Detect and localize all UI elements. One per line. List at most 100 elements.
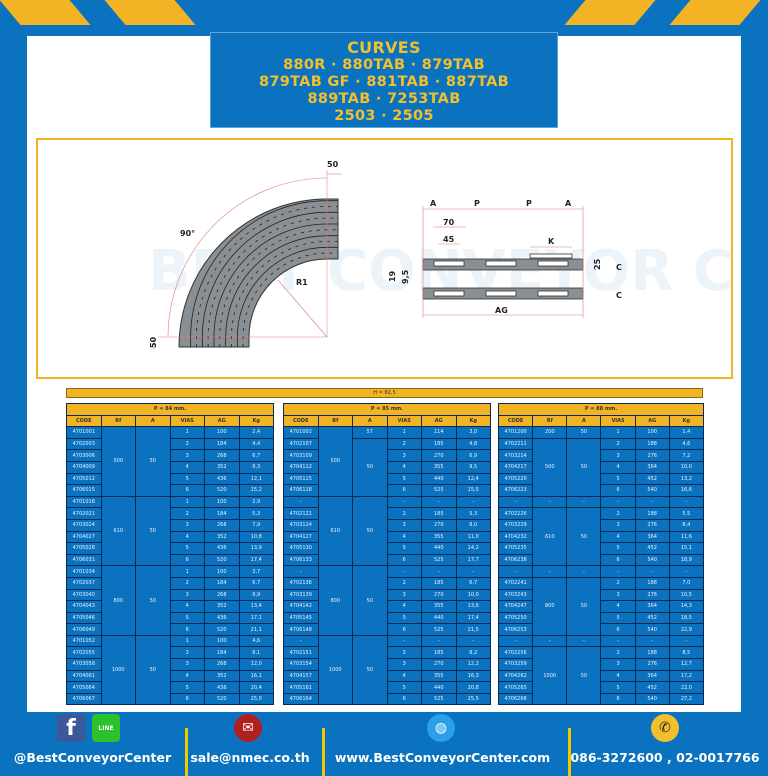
dim-label: A (565, 199, 572, 208)
phone-number[interactable]: 086-3272600 , 02-0017766 (570, 750, 760, 765)
cell-vias: 6 (386, 484, 422, 497)
website-link[interactable]: www.BestConveyorCenter.com (334, 750, 551, 765)
cell-kg: 17,7 (455, 553, 491, 567)
cell-ag: 270 (421, 588, 457, 602)
column-header-rf: Rf (100, 414, 136, 428)
cell-vias: 5 (169, 611, 205, 625)
cell-kg: 10,0 (455, 588, 491, 602)
cell-a: - (566, 634, 602, 648)
column-header-a: A (135, 414, 171, 428)
cell-rf: - (532, 495, 568, 509)
cell-kg: 13,2 (668, 472, 705, 486)
cell-vias: 6 (169, 623, 205, 636)
cell-vias: 3 (386, 449, 422, 462)
cell-kg: 16,1 (238, 669, 274, 683)
cell-vias: 6 (169, 692, 205, 706)
table-row: 4703124 3 270 8,0 (283, 518, 491, 532)
cell-kg: 8,1 (238, 646, 274, 660)
dim-label: 50 (149, 336, 158, 348)
table-row: 4706148 6 525 21,5 (283, 623, 491, 636)
cell-ag: - (634, 565, 670, 578)
cell-kg: 8,5 (668, 646, 705, 660)
cell-code: 4702003 (66, 437, 102, 451)
cell-code: 4706015 (66, 484, 102, 497)
cell-kg: 25,0 (238, 692, 274, 706)
cell-vias: 4 (169, 530, 205, 544)
cell-ag: 184 (204, 576, 240, 590)
table-row: 4701052 1000 50 1 100 4,6 (66, 634, 274, 706)
cell-ag: 185 (421, 576, 457, 590)
cell-ag: 355 (421, 460, 457, 474)
social-handle[interactable]: @BestConveyorCenter (13, 750, 172, 765)
cell-ag: 440 (421, 542, 457, 555)
cell-kg: 18,9 (668, 553, 705, 567)
globe-icon[interactable]: ◍ (427, 714, 455, 742)
cell-kg: 7,2 (668, 449, 705, 462)
cell-kg: 8,2 (455, 646, 491, 660)
cell-ag: - (421, 495, 457, 509)
divider (322, 728, 325, 776)
cell-ag: 185 (421, 437, 457, 451)
table-row: 4705161 5 440 20,8 (283, 681, 491, 694)
cell-code: 4706133 (283, 553, 319, 567)
cell-code: 4703040 (66, 588, 102, 602)
phone-icon[interactable]: ✆ (651, 714, 679, 742)
cell-ag: 364 (634, 460, 670, 474)
cell-ag: 352 (204, 600, 240, 613)
cell-vias: 2 (386, 507, 422, 520)
facebook-icon[interactable]: f (57, 714, 85, 742)
table-row: 4704127 4 355 11,0 (283, 530, 491, 544)
title-line: CURVES (347, 38, 421, 57)
cell-code: 4704043 (66, 600, 102, 613)
cell-code: 4703229 (497, 518, 534, 532)
email-link[interactable]: sale@nmec.co.th (190, 750, 310, 765)
table-row: 4704009 4 352 9,3 (66, 460, 274, 474)
cell-ag: 352 (204, 530, 240, 544)
cell-code: 4703139 (283, 588, 319, 602)
cell-code: 4702241 (497, 576, 534, 590)
cell-kg: 21,1 (238, 623, 274, 636)
cell-code: 4705250 (497, 611, 534, 625)
link-marks (242, 252, 338, 347)
cell-ag: 100 (204, 495, 240, 509)
cell-vias: 5 (386, 681, 422, 694)
cell-ag: 525 (421, 623, 457, 636)
cell-vias: 3 (600, 658, 636, 671)
email-icon[interactable]: ✉ (234, 714, 262, 742)
cell-kg: 14,2 (455, 542, 491, 555)
cell-ag: 364 (634, 669, 670, 683)
cell-vias: 5 (600, 472, 636, 486)
cell-kg: 8,0 (455, 518, 491, 532)
cell-a: 50 (566, 507, 602, 567)
cell-code: 4706118 (283, 484, 319, 497)
cell-ag: 520 (204, 692, 240, 706)
cell-code: - (283, 634, 319, 648)
table-row: 4706133 6 525 17,7 (283, 553, 491, 567)
title-line: 2503 · 2505 (334, 108, 434, 124)
column-header-kg: Kg (668, 414, 705, 428)
cell-kg: 2,9 (238, 495, 274, 509)
table-row: 4702107 50 2 185 4,8 (283, 437, 491, 497)
cell-rf: 610 (317, 495, 353, 567)
lane-line (236, 246, 338, 347)
cell-code: - (497, 634, 534, 648)
cell-code: 4704112 (283, 460, 319, 474)
cell-kg: 15,5 (455, 484, 491, 497)
cell-ag: 188 (634, 646, 670, 660)
column-header-code: CODE (497, 414, 534, 428)
table-row: -1000 50- - - (283, 634, 491, 706)
line-icon[interactable]: LINE (92, 714, 120, 742)
cell-a: 50 (566, 576, 602, 636)
title-line: 879TAB GF · 881TAB · 887TAB (258, 74, 510, 90)
table-row: 4702021 2 184 5,3 (66, 507, 274, 520)
cell-ag: 276 (634, 518, 670, 532)
cell-vias: 3 (600, 588, 636, 602)
cell-code: 4701200 (497, 426, 534, 439)
cell-ag: 520 (204, 553, 240, 567)
footer: f LINE @BestConveyorCenter ✉ sale@nmec.c… (0, 712, 768, 776)
cell-ag: 184 (204, 507, 240, 520)
table-row: 4703024 3 268 7,9 (66, 518, 274, 532)
cell-ag: 436 (204, 542, 240, 555)
table-row: -800 50- - - (283, 565, 491, 636)
dim-label: R1 (296, 278, 308, 287)
